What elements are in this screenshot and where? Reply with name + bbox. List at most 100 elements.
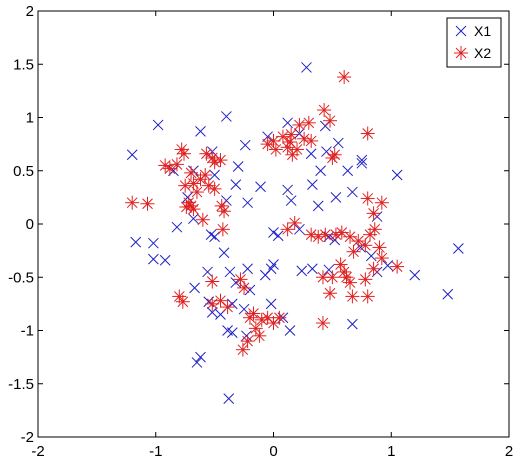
data-point-x bbox=[294, 223, 305, 235]
data-point-star bbox=[207, 181, 222, 196]
data-point-star bbox=[189, 185, 204, 200]
data-point-star bbox=[169, 157, 184, 172]
marks-layer bbox=[125, 62, 464, 405]
data-point-x bbox=[224, 266, 236, 278]
data-point-star bbox=[337, 70, 352, 85]
data-point-star bbox=[358, 238, 373, 253]
data-point-star bbox=[318, 227, 333, 242]
data-point-x bbox=[272, 230, 284, 242]
legend-label: X2 bbox=[474, 45, 491, 61]
y-tick-label: 2 bbox=[26, 3, 34, 20]
data-point-x bbox=[244, 284, 256, 296]
data-point-star bbox=[215, 222, 230, 237]
y-tick-label: -1 bbox=[21, 323, 34, 340]
legend-entry-x2: X2 bbox=[454, 45, 491, 61]
data-point-star bbox=[304, 227, 319, 242]
data-point-x bbox=[148, 253, 159, 265]
data-point-star bbox=[282, 134, 297, 149]
data-point-star bbox=[360, 289, 375, 304]
data-point-star bbox=[343, 229, 358, 244]
plot-area bbox=[38, 11, 509, 437]
data-point-star bbox=[207, 155, 222, 170]
data-point-star bbox=[125, 195, 140, 210]
data-point-x bbox=[296, 265, 308, 277]
legend-x-marker bbox=[455, 25, 467, 37]
data-point-x bbox=[126, 149, 138, 161]
data-point-x bbox=[242, 263, 253, 275]
x-tick-label: 2 bbox=[505, 443, 513, 460]
data-point-star bbox=[372, 240, 387, 255]
data-point-x bbox=[332, 137, 344, 149]
data-point-star bbox=[237, 280, 252, 295]
data-point-x bbox=[188, 213, 199, 225]
data-point-x bbox=[330, 192, 342, 203]
data-point-x bbox=[230, 179, 242, 190]
data-point-x bbox=[239, 139, 251, 151]
data-point-x bbox=[232, 161, 244, 172]
y-tick-label: -2 bbox=[21, 429, 34, 446]
data-point-x bbox=[347, 186, 358, 198]
data-point-star bbox=[240, 334, 255, 349]
data-point-x bbox=[442, 288, 454, 300]
y-tick-label: 1.5 bbox=[13, 56, 34, 73]
data-point-star bbox=[178, 178, 193, 193]
data-point-star bbox=[360, 126, 375, 141]
data-point-star bbox=[301, 115, 316, 130]
data-point-star bbox=[317, 103, 332, 118]
data-point-x bbox=[305, 148, 317, 160]
data-point-star bbox=[390, 259, 405, 274]
y-tick-label: 1 bbox=[26, 110, 34, 127]
data-point-star bbox=[358, 272, 373, 287]
data-point-x bbox=[238, 303, 250, 315]
data-point-x bbox=[342, 165, 354, 177]
data-point-star bbox=[280, 140, 295, 155]
data-point-star bbox=[334, 225, 349, 240]
data-point-x bbox=[130, 236, 142, 248]
data-point-star bbox=[242, 310, 257, 325]
data-point-x bbox=[223, 393, 235, 405]
data-point-x bbox=[356, 154, 368, 166]
data-point-star bbox=[346, 244, 361, 259]
series-x2 bbox=[125, 70, 405, 357]
data-point-x bbox=[159, 254, 171, 266]
data-point-star bbox=[343, 275, 358, 290]
data-point-x bbox=[202, 266, 213, 278]
data-point-x bbox=[255, 181, 266, 193]
data-point-star bbox=[177, 146, 192, 161]
x-tick-label: 0 bbox=[269, 443, 277, 460]
data-point-x bbox=[409, 269, 421, 281]
data-point-x bbox=[206, 307, 218, 318]
data-point-star bbox=[345, 289, 360, 304]
data-point-star bbox=[246, 306, 261, 321]
data-point-x bbox=[152, 119, 164, 131]
data-point-star bbox=[333, 257, 348, 272]
data-point-x bbox=[195, 125, 206, 137]
data-point-star bbox=[272, 310, 287, 325]
data-point-star bbox=[201, 178, 216, 193]
y-tick-label: 0.5 bbox=[13, 163, 34, 180]
data-point-x bbox=[191, 357, 203, 368]
data-point-x bbox=[262, 131, 273, 143]
data-point-star bbox=[248, 321, 263, 336]
data-point-star bbox=[175, 294, 190, 309]
data-point-x bbox=[282, 184, 293, 196]
data-point-x bbox=[209, 169, 220, 181]
data-point-x bbox=[221, 111, 232, 122]
data-point-star bbox=[325, 150, 340, 165]
y-tick-label: 0 bbox=[26, 216, 34, 233]
x-tick-label: -2 bbox=[31, 443, 44, 460]
data-point-star bbox=[205, 296, 220, 311]
legend-entry-x1: X1 bbox=[455, 23, 491, 39]
data-point-x bbox=[315, 165, 326, 177]
data-point-x bbox=[218, 247, 230, 259]
data-point-star bbox=[205, 274, 220, 289]
data-point-x bbox=[382, 260, 394, 271]
data-point-x bbox=[453, 243, 464, 254]
data-point-star bbox=[374, 195, 389, 210]
data-point-star bbox=[184, 165, 199, 180]
y-tick-label: -1.5 bbox=[8, 376, 34, 393]
data-point-x bbox=[226, 327, 238, 338]
y-tick-label: -0.5 bbox=[8, 269, 34, 286]
